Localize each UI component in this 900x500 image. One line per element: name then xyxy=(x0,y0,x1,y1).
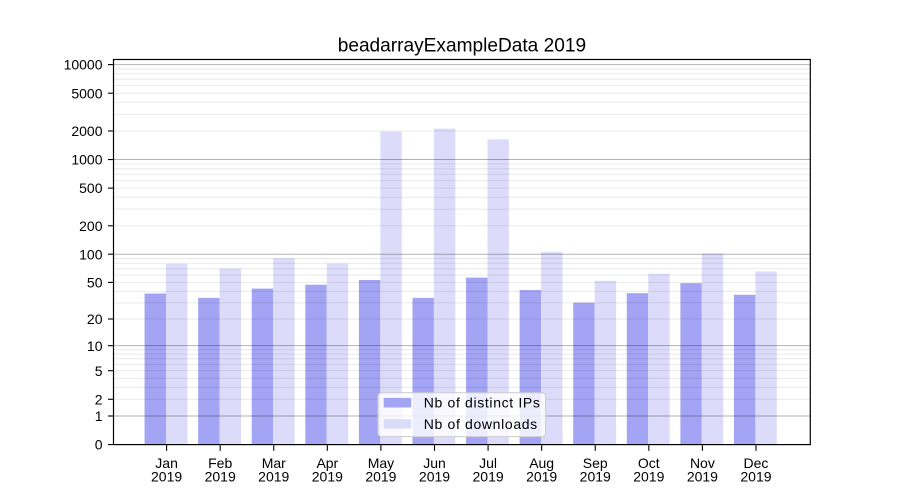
svg-text:2019: 2019 xyxy=(740,469,771,485)
svg-text:2019: 2019 xyxy=(473,469,504,485)
svg-text:beadarrayExampleData 2019: beadarrayExampleData 2019 xyxy=(338,36,586,57)
svg-text:Nb of distinct IPs: Nb of distinct IPs xyxy=(424,395,541,411)
svg-text:Jan: Jan xyxy=(155,455,178,471)
svg-text:Apr: Apr xyxy=(316,455,338,471)
svg-text:2019: 2019 xyxy=(151,469,182,485)
svg-text:2019: 2019 xyxy=(687,469,718,485)
svg-text:2019: 2019 xyxy=(633,469,664,485)
svg-text:2000: 2000 xyxy=(71,123,102,139)
svg-text:50: 50 xyxy=(87,274,103,290)
svg-text:200: 200 xyxy=(79,218,103,234)
svg-text:2019: 2019 xyxy=(365,469,396,485)
svg-text:100: 100 xyxy=(79,246,103,262)
svg-text:2019: 2019 xyxy=(258,469,289,485)
svg-text:Dec: Dec xyxy=(744,455,769,471)
svg-text:Aug: Aug xyxy=(529,455,554,471)
svg-text:500: 500 xyxy=(79,180,103,196)
svg-text:Nb of downloads: Nb of downloads xyxy=(424,416,538,432)
svg-text:Sep: Sep xyxy=(583,455,608,471)
svg-text:5: 5 xyxy=(95,363,103,379)
svg-text:1: 1 xyxy=(95,408,103,424)
svg-text:20: 20 xyxy=(87,311,103,327)
svg-text:Jul: Jul xyxy=(479,455,497,471)
svg-text:2: 2 xyxy=(95,391,103,407)
svg-text:2019: 2019 xyxy=(419,469,450,485)
svg-text:2019: 2019 xyxy=(526,469,557,485)
svg-text:Nov: Nov xyxy=(690,455,715,471)
svg-text:Jun: Jun xyxy=(423,455,446,471)
svg-text:1000: 1000 xyxy=(71,152,102,168)
svg-text:Mar: Mar xyxy=(262,455,286,471)
svg-text:10000: 10000 xyxy=(64,57,103,73)
svg-text:2019: 2019 xyxy=(580,469,611,485)
svg-text:10: 10 xyxy=(87,338,103,354)
svg-text:May: May xyxy=(368,455,394,471)
svg-text:Feb: Feb xyxy=(208,455,232,471)
svg-text:2019: 2019 xyxy=(205,469,236,485)
svg-text:0: 0 xyxy=(95,437,103,453)
svg-text:5000: 5000 xyxy=(71,85,102,101)
svg-text:Oct: Oct xyxy=(638,455,660,471)
svg-text:2019: 2019 xyxy=(312,469,343,485)
